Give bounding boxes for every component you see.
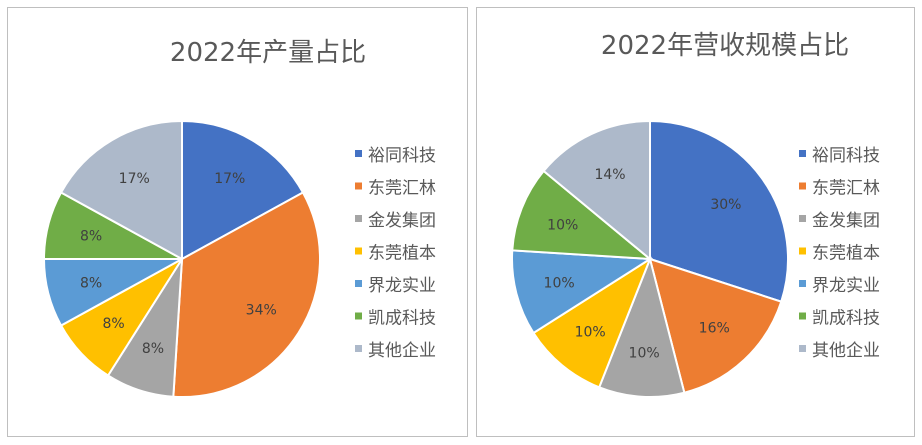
data-label-5: 10% [544, 275, 575, 291]
data-label-1: 17% [214, 171, 245, 187]
data-label-4: 8% [102, 316, 124, 332]
pie-chart-revenue: 2022年营收规模占比 30% 16% 10% 10% 10% 10% 14% 裕同科技东莞汇林… [511, 31, 880, 398]
legend-label-5: 界龙实业 [368, 276, 436, 296]
data-label-3: 8% [142, 341, 164, 357]
data-label-7: 17% [119, 171, 150, 187]
legend-swatch-1 [355, 150, 362, 157]
legend-label-2: 东莞汇林 [812, 179, 880, 199]
legend-label-7: 其他企业 [368, 341, 436, 361]
pie-slice-7 [542, 119, 651, 262]
pie-slice-2 [172, 191, 321, 398]
legend-label-6: 凯成科技 [368, 309, 436, 329]
legend-label-3: 金发集团 [812, 211, 880, 231]
data-label-4: 10% [575, 324, 606, 340]
data-label-2: 16% [699, 320, 730, 336]
chart-panel-production: 2022年产量占比 17% 34% 8% 8% 8% 8% 17% 裕同科技东莞汇林金发集团东莞… [7, 7, 468, 437]
legend-swatch-3 [355, 215, 362, 222]
legend-swatch-7 [355, 345, 362, 352]
legend-label-1: 裕同科技 [368, 146, 436, 166]
legend-label-7: 其他企业 [812, 341, 880, 361]
legend-swatch-3 [799, 215, 806, 222]
pie-slice-7 [59, 119, 183, 261]
data-label-6: 8% [80, 229, 102, 245]
data-label-2: 34% [246, 302, 277, 318]
data-label-6: 10% [547, 217, 578, 233]
legend-swatch-4 [799, 247, 806, 255]
legend-swatch-6 [799, 312, 806, 320]
pie-slice-3 [597, 255, 686, 398]
pie-slice-6 [511, 169, 654, 261]
data-label-5: 8% [80, 275, 102, 291]
data-label-1: 30% [710, 197, 741, 213]
data-label-3: 10% [629, 346, 660, 362]
legend-swatch-6 [355, 312, 362, 320]
legend-label-1: 裕同科技 [812, 146, 880, 166]
legend-label-6: 凯成科技 [812, 309, 880, 329]
legend-swatch-2 [355, 182, 362, 190]
chart-panel-revenue: 2022年营收规模占比 30% 16% 10% 10% 10% 10% 14% 裕同科技东莞汇林… [476, 7, 915, 437]
pie-slice-5 [511, 249, 654, 335]
legend-label-4: 东莞植本 [812, 244, 880, 264]
data-label-7: 14% [594, 167, 625, 183]
legend-swatch-5 [355, 280, 362, 287]
legend-swatch-7 [799, 345, 806, 352]
legend-swatch-4 [355, 247, 362, 255]
legend-label-5: 界龙实业 [812, 276, 880, 296]
pie-chart-production: 2022年产量占比 17% 34% 8% 8% 8% 8% 17% 裕同科技东莞汇林金发集团东莞… [42, 38, 436, 398]
legend-swatch-1 [799, 150, 806, 157]
legend-swatch-5 [799, 280, 806, 287]
chart-title: 2022年营收规模占比 [601, 31, 849, 61]
legend-label-2: 东莞汇林 [368, 179, 436, 199]
pie-slice-4 [532, 256, 653, 389]
legend-label-4: 东莞植本 [368, 244, 436, 264]
pie-slice-1 [181, 119, 305, 261]
pie-slice-2 [648, 257, 783, 394]
legend-swatch-2 [799, 182, 806, 190]
legend-label-3: 金发集团 [368, 211, 436, 231]
pie-slice-1 [649, 119, 789, 303]
chart-title: 2022年产量占比 [170, 38, 366, 68]
